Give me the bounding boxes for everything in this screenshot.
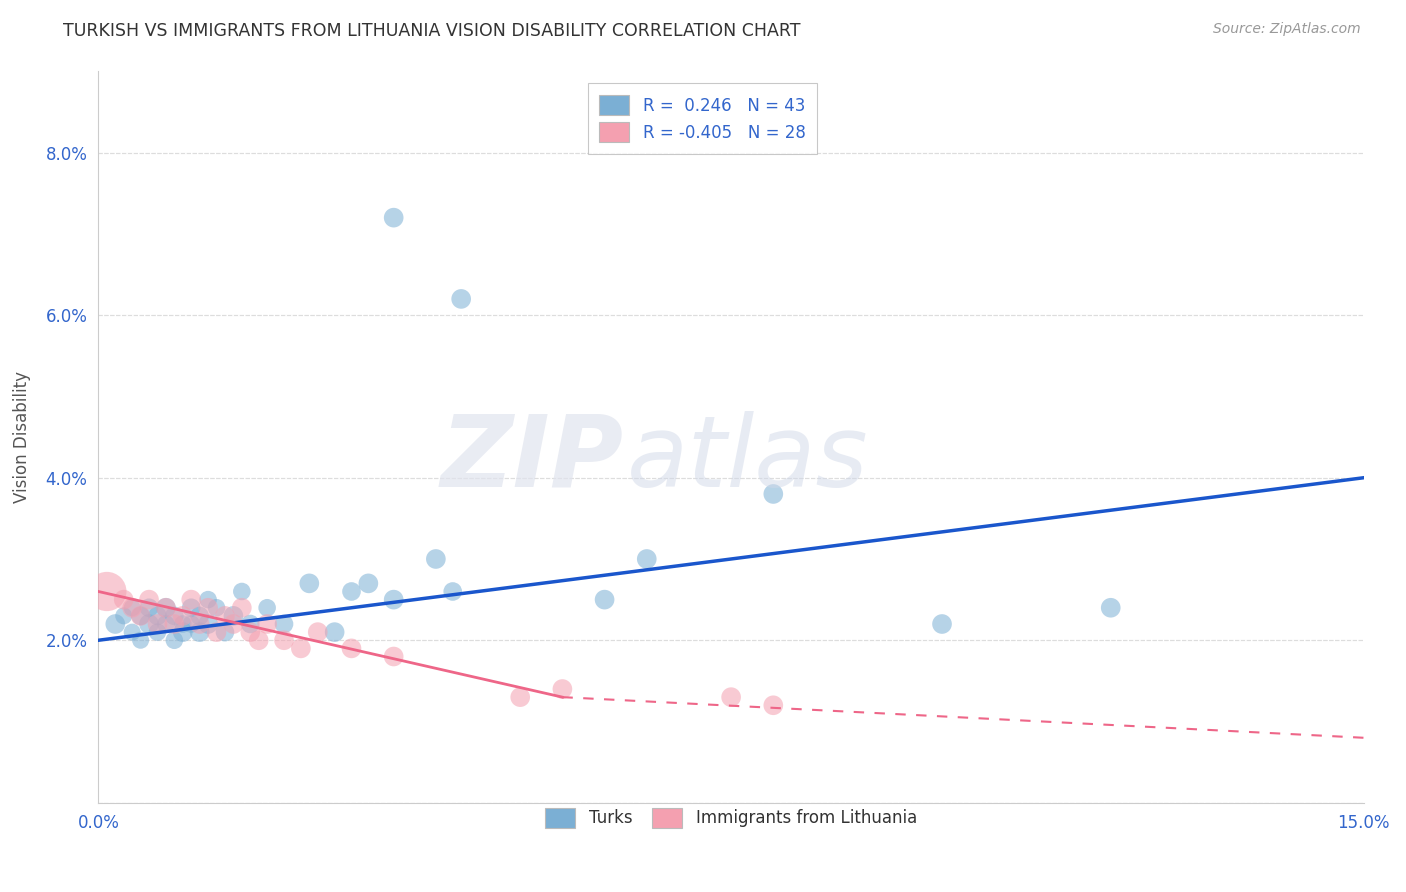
Point xyxy=(593,592,616,607)
Point xyxy=(188,625,211,640)
Point xyxy=(138,592,160,607)
Point xyxy=(96,584,118,599)
Point xyxy=(273,617,295,632)
Point xyxy=(146,617,169,632)
Point xyxy=(146,625,169,640)
Point xyxy=(129,608,152,623)
Point xyxy=(382,592,405,607)
Point xyxy=(121,600,143,615)
Point xyxy=(222,617,245,632)
Point xyxy=(180,592,202,607)
Point xyxy=(104,617,127,632)
Point xyxy=(112,592,135,607)
Point xyxy=(214,625,236,640)
Point xyxy=(450,292,472,306)
Point xyxy=(197,592,219,607)
Point xyxy=(720,690,742,705)
Point xyxy=(323,625,346,640)
Point xyxy=(172,625,194,640)
Point xyxy=(340,641,363,656)
Point xyxy=(138,600,160,615)
Point xyxy=(762,698,785,713)
Point xyxy=(121,600,143,615)
Point xyxy=(138,617,160,632)
Point xyxy=(129,608,152,623)
Point xyxy=(129,633,152,648)
Point xyxy=(112,608,135,623)
Point xyxy=(172,608,194,623)
Point xyxy=(273,633,295,648)
Point xyxy=(762,487,785,501)
Point xyxy=(205,625,228,640)
Text: TURKISH VS IMMIGRANTS FROM LITHUANIA VISION DISABILITY CORRELATION CHART: TURKISH VS IMMIGRANTS FROM LITHUANIA VIS… xyxy=(63,22,801,40)
Point xyxy=(222,608,245,623)
Text: atlas: atlas xyxy=(627,410,869,508)
Point xyxy=(509,690,531,705)
Point xyxy=(290,641,312,656)
Text: ZIP: ZIP xyxy=(440,410,623,508)
Point xyxy=(239,625,262,640)
Point xyxy=(382,211,405,225)
Point xyxy=(163,608,186,623)
Point xyxy=(155,600,177,615)
Point xyxy=(214,608,236,623)
Point xyxy=(180,600,202,615)
Point xyxy=(239,617,262,632)
Point xyxy=(146,608,169,623)
Point xyxy=(382,649,405,664)
Point xyxy=(247,633,270,648)
Point xyxy=(340,584,363,599)
Point xyxy=(425,552,447,566)
Point xyxy=(180,617,202,632)
Point xyxy=(441,584,464,599)
Point xyxy=(231,584,253,599)
Point xyxy=(256,617,278,632)
Point xyxy=(172,617,194,632)
Point xyxy=(636,552,658,566)
Legend: Turks, Immigrants from Lithuania: Turks, Immigrants from Lithuania xyxy=(538,801,924,835)
Point xyxy=(163,633,186,648)
Point xyxy=(188,608,211,623)
Point xyxy=(307,625,329,640)
Y-axis label: Vision Disability: Vision Disability xyxy=(14,371,31,503)
Point xyxy=(931,617,953,632)
Point xyxy=(357,576,380,591)
Point xyxy=(231,600,253,615)
Point xyxy=(155,617,177,632)
Point xyxy=(298,576,321,591)
Point xyxy=(155,600,177,615)
Point xyxy=(197,617,219,632)
Point xyxy=(205,600,228,615)
Point xyxy=(188,617,211,632)
Point xyxy=(551,681,574,696)
Point xyxy=(1099,600,1122,615)
Text: Source: ZipAtlas.com: Source: ZipAtlas.com xyxy=(1213,22,1361,37)
Point xyxy=(256,600,278,615)
Point xyxy=(163,617,186,632)
Point xyxy=(121,625,143,640)
Point xyxy=(197,600,219,615)
